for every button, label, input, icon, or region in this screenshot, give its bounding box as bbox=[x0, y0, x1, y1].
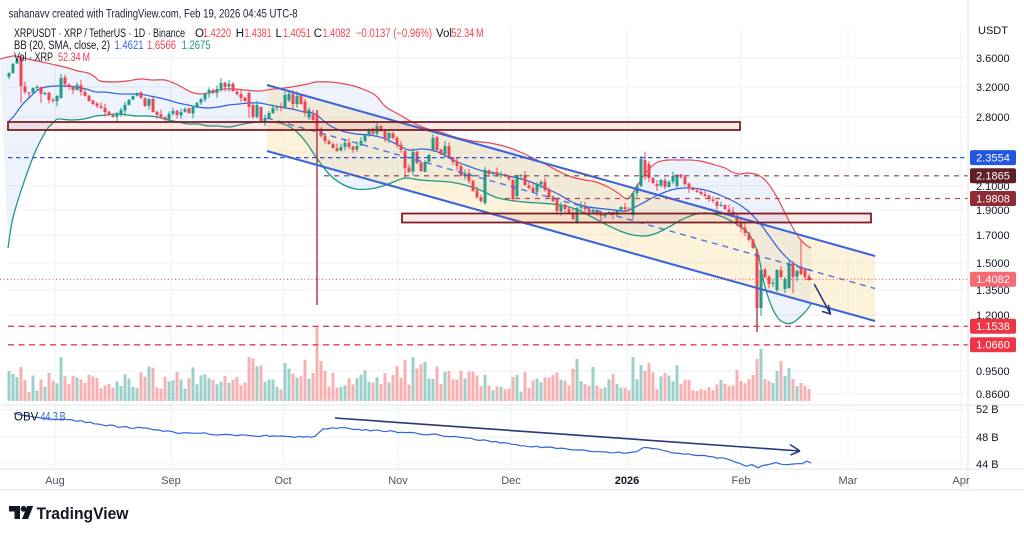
svg-text:1.4381: 1.4381 bbox=[245, 28, 272, 40]
svg-text:1.6566: 1.6566 bbox=[147, 40, 176, 52]
svg-text:3.2000: 3.2000 bbox=[976, 82, 1010, 94]
svg-text:Apr: Apr bbox=[952, 475, 969, 487]
svg-text:1.3500: 1.3500 bbox=[976, 285, 1010, 297]
svg-text:1.1538: 1.1538 bbox=[976, 321, 1010, 333]
svg-text:1.4051: 1.4051 bbox=[283, 28, 311, 40]
svg-text:1.4220: 1.4220 bbox=[203, 28, 231, 40]
svg-text:1.4082: 1.4082 bbox=[323, 28, 351, 40]
svg-text:2.1865: 2.1865 bbox=[976, 171, 1010, 183]
svg-text:2.8000: 2.8000 bbox=[976, 112, 1010, 124]
svg-text:52.34 M: 52.34 M bbox=[58, 52, 90, 64]
svg-text:Vol · XRP: Vol · XRP bbox=[14, 52, 53, 64]
svg-text:1.4082: 1.4082 bbox=[976, 274, 1010, 286]
svg-text:2026: 2026 bbox=[615, 475, 639, 487]
svg-text:44.3 B: 44.3 B bbox=[41, 411, 66, 423]
svg-text:Mar: Mar bbox=[839, 475, 858, 487]
svg-text:sahanavv created with TradingV: sahanavv created with TradingView.com, F… bbox=[9, 7, 298, 21]
svg-text:1.5000: 1.5000 bbox=[976, 258, 1010, 270]
svg-text:Dec: Dec bbox=[501, 475, 521, 487]
svg-text:1.4621: 1.4621 bbox=[115, 40, 144, 52]
svg-text:H: H bbox=[236, 28, 244, 40]
svg-text:Sep: Sep bbox=[161, 475, 181, 487]
svg-text:52 B: 52 B bbox=[976, 404, 999, 416]
svg-text:44 B: 44 B bbox=[976, 459, 999, 471]
svg-text:48 B: 48 B bbox=[976, 432, 999, 444]
svg-text:2.3554: 2.3554 bbox=[976, 152, 1010, 164]
svg-text:USDT: USDT bbox=[978, 25, 1008, 37]
svg-text:OBV: OBV bbox=[14, 411, 39, 423]
svg-text:Aug: Aug bbox=[45, 475, 65, 487]
svg-text:3.6000: 3.6000 bbox=[976, 53, 1010, 65]
svg-text:L: L bbox=[276, 28, 283, 40]
svg-text:C: C bbox=[314, 28, 322, 40]
svg-text:−0.0137 (−0.96%): −0.0137 (−0.96%) bbox=[356, 28, 432, 40]
svg-text:Feb: Feb bbox=[732, 475, 751, 487]
svg-text:2.1000: 2.1000 bbox=[976, 181, 1010, 193]
svg-text:0.9500: 0.9500 bbox=[976, 366, 1010, 378]
svg-text:1.9000: 1.9000 bbox=[976, 205, 1010, 217]
svg-text:1.0660: 1.0660 bbox=[976, 340, 1010, 352]
svg-text:Vol: Vol bbox=[436, 28, 452, 40]
svg-text:52.34 M: 52.34 M bbox=[452, 28, 484, 40]
svg-text:BB (20, SMA, close, 2): BB (20, SMA, close, 2) bbox=[14, 40, 110, 52]
svg-text:1.9808: 1.9808 bbox=[976, 193, 1010, 205]
svg-text:XRPUSDT · XRP / TetherUS · 1D: XRPUSDT · XRP / TetherUS · 1D · Binance bbox=[14, 28, 185, 40]
svg-text:Nov: Nov bbox=[388, 475, 408, 487]
svg-text:Oct: Oct bbox=[274, 475, 291, 487]
svg-text:1.7000: 1.7000 bbox=[976, 230, 1010, 242]
svg-text:1.2675: 1.2675 bbox=[182, 40, 211, 52]
svg-text:O: O bbox=[195, 28, 204, 40]
svg-text:TradingView: TradingView bbox=[37, 505, 129, 523]
svg-text:0.8600: 0.8600 bbox=[976, 389, 1010, 401]
